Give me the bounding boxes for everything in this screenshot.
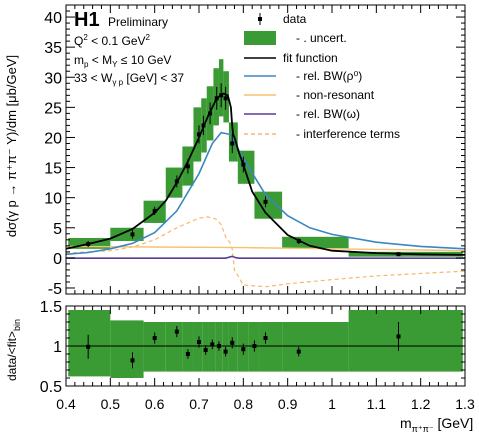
ratio-uncertainty-box — [193, 322, 203, 372]
ratio-uncertainty-box — [259, 322, 283, 372]
ratio-uncertainty-box — [143, 322, 166, 372]
x-tick-label: 0.7 — [189, 396, 209, 412]
y-tick-label: 20 — [44, 130, 62, 147]
y-tick-label: 10 — [44, 191, 62, 208]
data-point — [219, 93, 224, 98]
interference-curve — [65, 216, 466, 288]
y-tick-label: 35 — [44, 40, 62, 57]
ratio-uncertainty-box — [68, 310, 111, 377]
x-tick-label: 1.3 — [455, 396, 475, 412]
ratio-point — [185, 352, 190, 356]
ratio-point — [152, 336, 157, 340]
cut-mass: mp < MY ≤ 10 GeV — [74, 53, 171, 69]
ratio-y-tick-label: 1 — [53, 339, 62, 356]
rho-curve — [65, 131, 466, 256]
header-block: H1 Preliminary Q2 < 0.1 GeV2 mp < MY ≤ 10… — [74, 9, 184, 87]
data-point — [223, 96, 228, 101]
legend: data - . uncert. fit function - rel. BW(ρ⁰)… — [244, 12, 400, 141]
ratio-point — [241, 347, 246, 352]
ratio-uncertainty-box — [182, 322, 194, 372]
ratio-point — [252, 344, 257, 348]
legend-label-fit: fit function — [283, 51, 338, 65]
main-frame — [65, 4, 466, 295]
x-tick-label: 1 — [328, 396, 336, 412]
cut-w: 33 < Wγ p [GeV] < 37 — [74, 71, 184, 87]
non-resonant-curve — [65, 245, 466, 252]
logo-text: H1 — [74, 9, 100, 31]
legend-box — [244, 31, 276, 45]
ratio-point — [197, 340, 201, 344]
fit-curve — [65, 92, 466, 256]
data-point — [214, 96, 219, 101]
data-point — [152, 208, 157, 213]
x-tick-label: 0.9 — [278, 396, 298, 412]
legend-label-data: data — [283, 12, 307, 26]
data-point — [296, 239, 301, 244]
omega-curve — [66, 255, 465, 259]
ratio-uncertainty-box — [228, 322, 238, 372]
ratio-panel: 0.4 0.5 0.6 0.7 0.8 0.9 1 1.1 1.2 1.30.511.5 — [40, 299, 475, 412]
uncertainty-box — [282, 236, 349, 249]
legend-label-omega: - rel. BW(ω) — [296, 107, 360, 121]
x-tick-label: 0.6 — [145, 396, 165, 412]
y-tick-label: 5 — [53, 221, 62, 238]
cut-q2: Q2 < 0.1 GeV2 — [74, 33, 151, 48]
x-tick-label: 0.8 — [234, 396, 254, 412]
y-tick-label: 0 — [53, 251, 62, 268]
ratio-y-tick-label: 1.5 — [40, 299, 62, 316]
x-tick-label: 1.1 — [367, 396, 387, 412]
data-point — [174, 179, 179, 184]
legend-label-rho: - rel. BW(ρ⁰) — [296, 69, 362, 83]
data-point — [263, 199, 268, 204]
uncertainty-box — [165, 167, 183, 198]
legend-marker — [258, 17, 262, 21]
ratio-point — [263, 336, 268, 340]
ratio-point — [216, 344, 221, 348]
ratio-point — [296, 349, 301, 354]
ratio-y-tick-label: 0.5 — [40, 379, 62, 396]
y-axis-label: dσ(γ p → π⁺π⁻ Y)/dm [μb/GeV] — [4, 55, 19, 237]
ratio-point — [130, 358, 135, 363]
data-point — [230, 141, 235, 146]
legend-label-uncert: - . uncert. — [296, 31, 347, 45]
data-point — [185, 164, 190, 169]
data-point — [86, 242, 91, 247]
data-point — [396, 252, 401, 257]
ratio-point — [210, 342, 215, 347]
data-point — [241, 162, 246, 167]
legend-label-nonres: - non-resonant — [296, 88, 375, 102]
cuts-block: Q2 < 0.1 GeV2 mp < MY ≤ 10 GeV 33 < Wγ p [… — [74, 33, 184, 87]
data-point — [130, 232, 135, 237]
ratio-point — [174, 329, 179, 334]
x-tick-label: 0.4 — [56, 396, 76, 412]
y-tick-label: 15 — [44, 161, 62, 178]
uncertainty-box — [110, 227, 144, 242]
y-tick-label: 30 — [44, 70, 62, 87]
ratio-point — [86, 344, 91, 349]
ratio-point — [230, 340, 235, 345]
ratio-uncertainty-box — [348, 310, 463, 372]
x-tick-label: 1.2 — [411, 396, 431, 412]
data-point — [201, 123, 206, 128]
ratio-point — [396, 334, 401, 339]
x-axis-label: mπ⁺π⁻ [GeV] — [400, 415, 473, 433]
y-tick-label: 40 — [44, 10, 62, 27]
y-tick-label: -5 — [48, 281, 62, 298]
ratio-uncertainty-box — [282, 322, 349, 372]
ratio-point — [223, 349, 228, 354]
data-point — [197, 132, 201, 137]
legend-label-interference: - interference terms — [296, 127, 400, 141]
status-text: Preliminary — [108, 15, 168, 29]
x-tick-label: 0.5 — [101, 396, 121, 412]
data-point — [208, 111, 213, 116]
ratio-uncertainty-box — [110, 320, 144, 378]
ratio-y-axis-label: data/<fit>bin — [5, 319, 22, 381]
y-tick-label: 25 — [44, 100, 62, 117]
ratio-uncertainty-box — [165, 322, 183, 372]
main-panel: -5 0 5 10 15 20 25 30 35 40 — [44, 4, 466, 298]
ratio-point — [203, 348, 208, 352]
